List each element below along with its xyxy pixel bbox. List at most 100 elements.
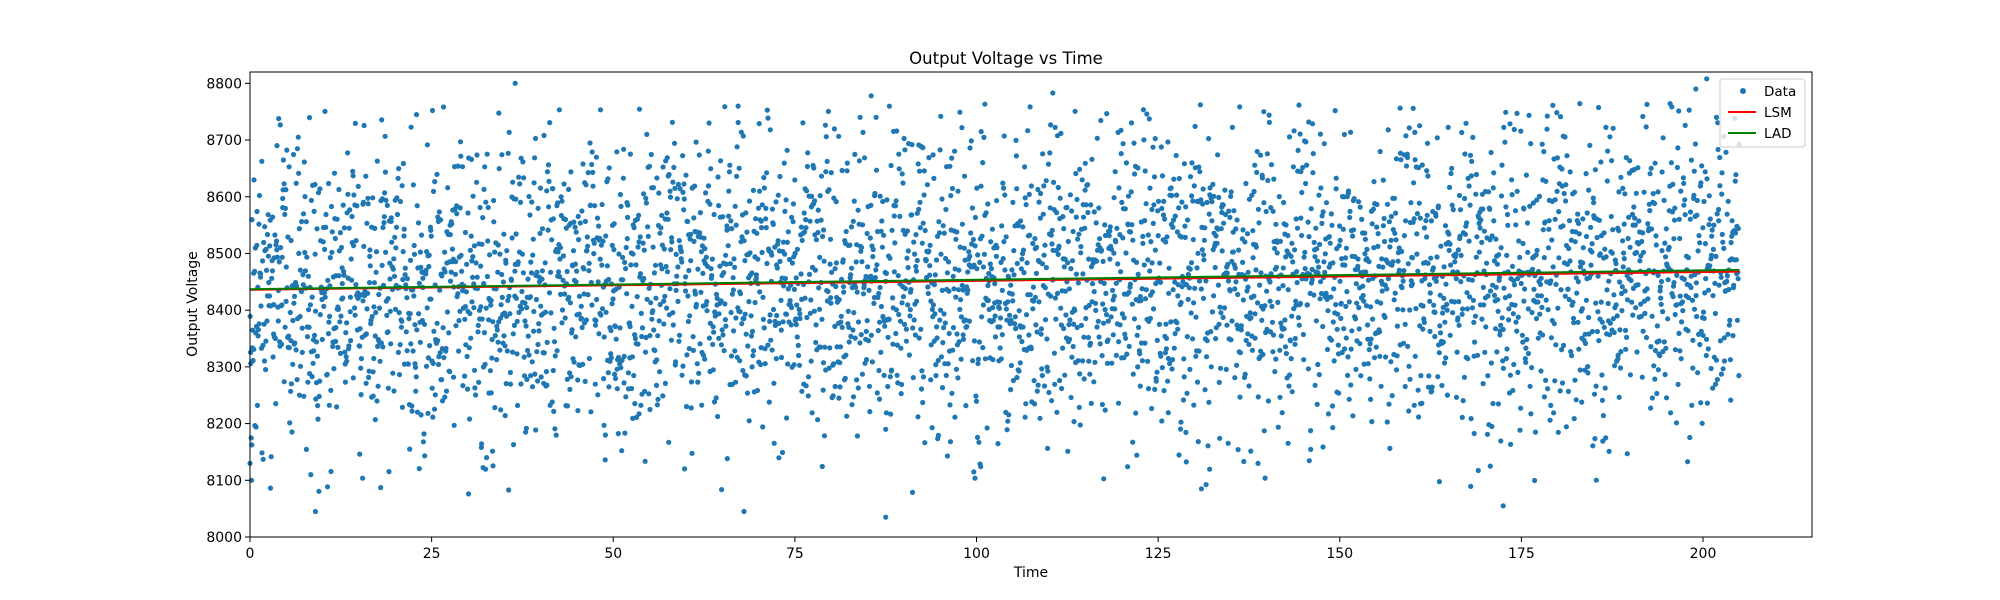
data-point <box>411 242 417 249</box>
data-point <box>723 323 729 329</box>
data-point <box>758 225 765 231</box>
data-point <box>1179 284 1185 290</box>
data-point <box>364 306 370 312</box>
data-point <box>1462 195 1468 202</box>
data-point <box>576 311 582 317</box>
data-point <box>317 186 323 192</box>
data-point <box>853 259 859 265</box>
data-point <box>1588 262 1594 268</box>
y-tick-label: 8100 <box>206 473 242 489</box>
data-point <box>1677 348 1683 354</box>
data-point <box>530 236 536 242</box>
data-point <box>997 299 1003 305</box>
data-point <box>1623 346 1629 352</box>
data-point <box>620 254 626 260</box>
data-point <box>1149 206 1155 213</box>
data-point <box>1248 448 1254 454</box>
data-point <box>544 169 551 175</box>
data-point <box>1315 361 1321 368</box>
data-point <box>811 308 818 314</box>
data-point <box>1500 326 1506 332</box>
data-point <box>1310 170 1316 176</box>
data-point <box>1444 392 1450 398</box>
data-point <box>449 246 455 252</box>
data-point <box>821 258 827 264</box>
data-point <box>1589 249 1595 255</box>
data-point <box>1605 148 1611 154</box>
data-point <box>343 330 349 336</box>
data-point <box>507 369 513 376</box>
data-point <box>1464 306 1470 312</box>
data-point <box>309 294 315 300</box>
data-point <box>1177 426 1184 432</box>
data-point <box>1603 254 1609 260</box>
data-point <box>1368 396 1374 402</box>
data-point <box>1347 214 1353 221</box>
data-point <box>1369 419 1375 425</box>
data-point <box>544 188 550 194</box>
data-point <box>1454 349 1460 355</box>
data-point <box>505 150 511 156</box>
data-point <box>491 197 497 204</box>
data-point <box>1434 254 1440 260</box>
data-point <box>1543 297 1549 303</box>
data-point <box>1662 240 1668 246</box>
data-point <box>677 186 683 192</box>
data-point <box>1017 360 1023 366</box>
data-point <box>1272 245 1278 252</box>
data-point <box>1026 332 1032 338</box>
data-point <box>1485 373 1491 379</box>
data-point <box>1703 276 1709 282</box>
data-point <box>809 193 815 199</box>
data-point <box>550 367 556 374</box>
data-point <box>1552 378 1558 384</box>
data-point <box>817 254 823 260</box>
data-point <box>515 402 521 409</box>
data-point <box>1449 202 1455 208</box>
data-point <box>495 269 501 275</box>
data-point <box>669 235 675 241</box>
data-point <box>1378 300 1384 306</box>
data-point <box>1577 367 1583 373</box>
data-point <box>836 395 842 401</box>
data-point <box>342 379 348 385</box>
data-point <box>1378 383 1384 389</box>
data-point <box>499 152 505 158</box>
data-point <box>1304 302 1310 308</box>
data-point <box>1659 169 1665 175</box>
data-point <box>1059 385 1065 392</box>
data-point <box>1557 388 1563 394</box>
data-point <box>399 183 405 189</box>
data-point <box>1283 350 1289 357</box>
data-point <box>585 170 591 176</box>
data-point <box>816 285 822 291</box>
data-point <box>1580 216 1586 222</box>
data-point <box>525 276 531 282</box>
data-point <box>293 347 299 353</box>
data-point <box>1567 258 1573 264</box>
data-point <box>930 302 937 308</box>
data-point <box>1440 339 1446 345</box>
data-point <box>838 313 844 319</box>
data-point <box>847 242 853 248</box>
data-point <box>382 169 388 175</box>
data-point <box>1169 357 1176 363</box>
data-point <box>993 253 1000 259</box>
data-point <box>1561 190 1567 197</box>
data-point <box>1191 300 1197 306</box>
data-point <box>1125 464 1131 470</box>
data-point <box>788 322 794 328</box>
data-point <box>1243 180 1249 187</box>
data-point <box>1561 342 1567 348</box>
data-point <box>1617 279 1623 285</box>
data-point <box>617 191 624 198</box>
data-point <box>301 393 307 399</box>
data-point <box>535 378 541 384</box>
data-point <box>1330 425 1336 431</box>
data-point <box>1030 284 1036 290</box>
data-point <box>796 352 802 359</box>
data-point <box>1721 335 1727 341</box>
data-point <box>641 275 647 282</box>
data-point <box>1531 286 1537 292</box>
data-point <box>1296 322 1302 328</box>
